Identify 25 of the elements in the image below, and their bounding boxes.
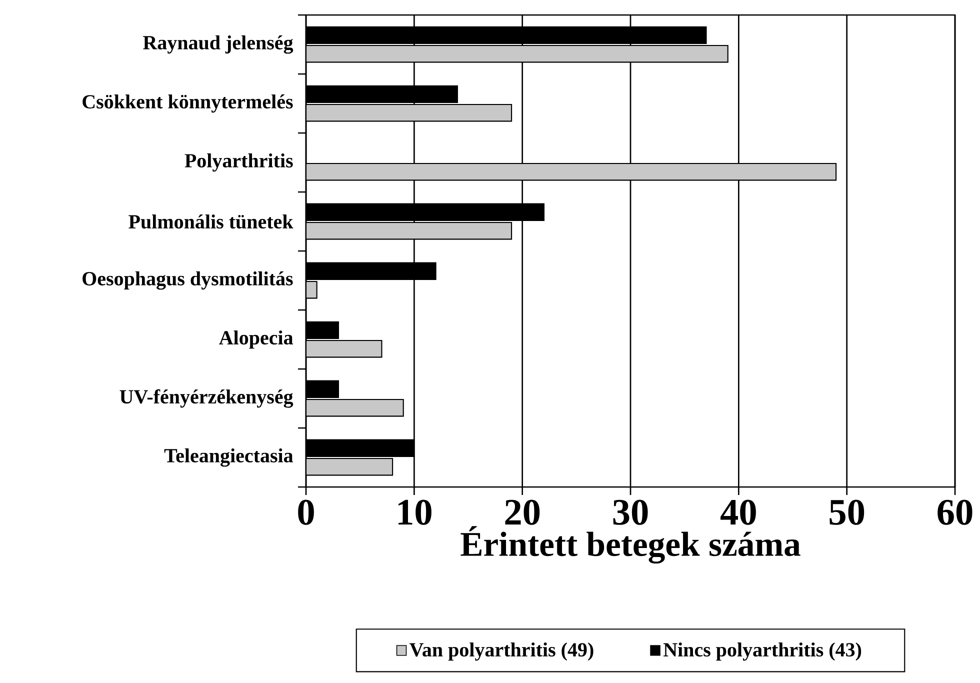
x-tick-label: 60 (938, 500, 972, 525)
bar (306, 44, 728, 63)
y-tick-label: Polyarthritis (184, 153, 293, 172)
x-tick-label: 10 (398, 500, 432, 525)
y-tick-label: Csökkent könnytermelés (82, 94, 293, 113)
x-tick-label: 20 (505, 500, 540, 525)
y-tick-label: Pulmonális tünetek (128, 214, 294, 229)
y-tick-label: Raynaud jelenség (143, 35, 294, 54)
y-tick-label: UV-fényérzékenység (120, 389, 294, 408)
y-tick-label: Teleangiectasia (164, 448, 294, 467)
x-tick-label: 50 (830, 500, 864, 525)
x-tick-label: 40 (720, 500, 756, 525)
bar (306, 104, 512, 122)
x-tick-label: 0 (298, 500, 314, 525)
bar (306, 458, 394, 476)
y-tick-label: Oesophagus dysmotilitás (82, 271, 293, 290)
bar (306, 340, 382, 358)
bar (306, 162, 837, 181)
x-axis-title: Érintett betegek száma (460, 526, 800, 564)
y-tick-label: Alopecia (219, 330, 293, 349)
bar (306, 398, 404, 417)
bar (306, 222, 512, 240)
legend-label: Nincs polyarthritis (43) (663, 642, 862, 661)
x-tick-label: 30 (613, 500, 648, 525)
legend-label: Van polyarthritis (49) (410, 642, 594, 661)
